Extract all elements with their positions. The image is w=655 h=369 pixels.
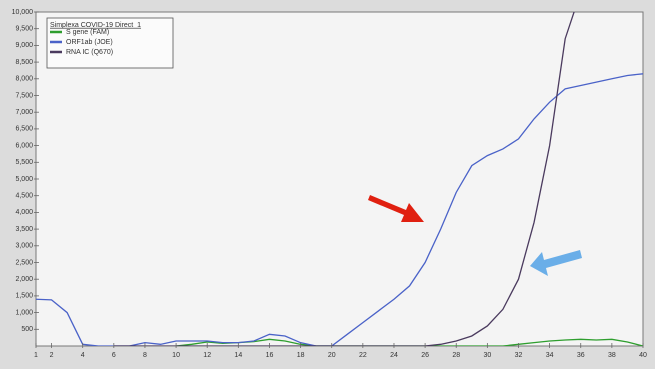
x-tick-label: 38 [608,352,616,359]
y-tick-label: 1,000 [15,309,33,316]
y-tick-label: 7,500 [15,92,33,99]
x-tick-label: 4 [81,352,85,359]
y-tick-label: 1,500 [15,293,33,300]
y-tick-label: 7,000 [15,109,33,116]
legend-title: Simplexa COVID-19 Direct_1 [50,22,141,29]
x-tick-label: 32 [515,352,523,359]
y-tick-label: 8,500 [15,59,33,66]
y-tick-label: 9,000 [15,42,33,49]
x-tick-label: 36 [577,352,585,359]
x-tick-label: 26 [421,352,429,359]
x-tick-label: 16 [266,352,274,359]
y-tick-label: 5,500 [15,159,33,166]
x-tick-label: 24 [390,352,398,359]
y-tick-label: 5,000 [15,176,33,183]
x-tick-label: 22 [359,352,367,359]
legend-label: S gene (FAM) [66,29,109,36]
y-tick-label: 3,500 [15,226,33,233]
y-tick-label: 6,500 [15,126,33,133]
x-tick-label: 6 [112,352,116,359]
y-tick-label: 3,000 [15,243,33,250]
y-tick-label: 2,500 [15,259,33,266]
y-tick-label: 500 [21,326,33,333]
x-tick-label: 28 [452,352,460,359]
y-tick-label: 10,000 [12,9,34,16]
x-tick-label: 14 [234,352,242,359]
y-tick-label: 4,000 [15,209,33,216]
x-tick-label: 30 [483,352,491,359]
y-tick-label: 6,000 [15,142,33,149]
x-tick-label: 1 [34,352,38,359]
legend-label: ORF1ab (JOE) [66,39,113,46]
y-tick-label: 9,500 [15,26,33,33]
legend-label: RNA IC (Q670) [66,49,113,56]
y-tick-label: 4,500 [15,193,33,200]
x-tick-label: 18 [297,352,305,359]
y-tick-label: 8,000 [15,76,33,83]
x-tick-label: 2 [50,352,54,359]
x-tick-label: 40 [639,352,647,359]
y-tick-label: 2,000 [15,276,33,283]
x-tick-label: 34 [546,352,554,359]
x-tick-label: 8 [143,352,147,359]
x-tick-label: 12 [203,352,211,359]
chart: Simplexa COVID-19 Direct_1 500 1,000 1,500… [0,0,655,369]
x-tick-label: 10 [172,352,180,359]
x-tick-label: 20 [328,352,336,359]
page: Simplexa COVID-19 Direct_1 500 1,000 1,500… [0,0,655,369]
